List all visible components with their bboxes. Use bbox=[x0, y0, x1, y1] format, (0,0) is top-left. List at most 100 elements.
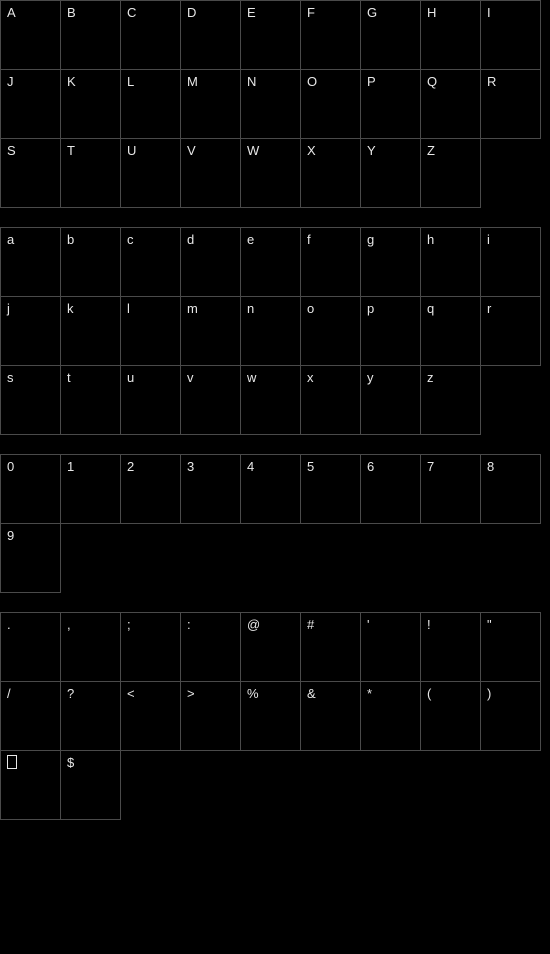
glyph-label: p bbox=[367, 301, 374, 316]
glyph-cell: m bbox=[180, 296, 241, 366]
glyph-label: 3 bbox=[187, 459, 194, 474]
glyph-cell: J bbox=[0, 69, 61, 139]
glyph-label: L bbox=[127, 74, 134, 89]
glyph-cell: O bbox=[300, 69, 361, 139]
glyph-cell: n bbox=[240, 296, 301, 366]
glyph-cell: r bbox=[480, 296, 541, 366]
glyph-cell: 3 bbox=[180, 454, 241, 524]
glyph-label: d bbox=[187, 232, 194, 247]
glyph-label: A bbox=[7, 5, 16, 20]
glyph-cell: T bbox=[60, 138, 121, 208]
glyph-label: ; bbox=[127, 617, 131, 632]
glyph-label: I bbox=[487, 5, 491, 20]
glyph-label: ) bbox=[487, 686, 491, 701]
glyph-cell: 4 bbox=[240, 454, 301, 524]
glyph-cell: x bbox=[300, 365, 361, 435]
glyph-label: # bbox=[307, 617, 314, 632]
glyph-cell: ; bbox=[120, 612, 181, 682]
glyph-cell: . bbox=[0, 612, 61, 682]
glyph-label: y bbox=[367, 370, 374, 385]
glyph-label: s bbox=[7, 370, 14, 385]
section-uppercase: ABCDEFGHIJKLMNOPQRSTUVWXYZ bbox=[0, 0, 541, 207]
glyph-cell: a bbox=[0, 227, 61, 297]
glyph-label: P bbox=[367, 74, 376, 89]
glyph-cell: Q bbox=[420, 69, 481, 139]
glyph-label: R bbox=[487, 74, 496, 89]
glyph-label: F bbox=[307, 5, 315, 20]
glyph-chart: ABCDEFGHIJKLMNOPQRSTUVWXYZabcdefghijklmn… bbox=[0, 0, 550, 819]
glyph-cell: Z bbox=[420, 138, 481, 208]
glyph-cell: ' bbox=[360, 612, 421, 682]
glyph-label: r bbox=[487, 301, 491, 316]
glyph-label: v bbox=[187, 370, 194, 385]
glyph-cell: B bbox=[60, 0, 121, 70]
glyph-cell: 0 bbox=[0, 454, 61, 524]
glyph-label: $ bbox=[67, 755, 74, 770]
glyph-label: N bbox=[247, 74, 256, 89]
glyph-label: q bbox=[427, 301, 434, 316]
glyph-cell: f bbox=[300, 227, 361, 297]
glyph-cell: j bbox=[0, 296, 61, 366]
glyph-cell: C bbox=[120, 0, 181, 70]
glyph-cell: D bbox=[180, 0, 241, 70]
glyph-cell: E bbox=[240, 0, 301, 70]
section-digits: 0123456789 bbox=[0, 454, 541, 592]
glyph-label: > bbox=[187, 686, 195, 701]
glyph-label: 1 bbox=[67, 459, 74, 474]
section-lowercase: abcdefghijklmnopqrstuvwxyz bbox=[0, 227, 541, 434]
glyph-cell: 9 bbox=[0, 523, 61, 593]
glyph-cell: K bbox=[60, 69, 121, 139]
glyph-cell: W bbox=[240, 138, 301, 208]
glyph-cell: & bbox=[300, 681, 361, 751]
glyph-label: h bbox=[427, 232, 434, 247]
glyph-cell: ( bbox=[420, 681, 481, 751]
glyph-label: k bbox=[67, 301, 74, 316]
empty-glyph-icon bbox=[7, 755, 17, 769]
glyph-label: Q bbox=[427, 74, 437, 89]
glyph-cell: t bbox=[60, 365, 121, 435]
glyph-label: " bbox=[487, 617, 492, 632]
glyph-cell: H bbox=[420, 0, 481, 70]
glyph-label: e bbox=[247, 232, 254, 247]
glyph-label: G bbox=[367, 5, 377, 20]
glyph-cell: U bbox=[120, 138, 181, 208]
glyph-label: o bbox=[307, 301, 314, 316]
glyph-cell: % bbox=[240, 681, 301, 751]
glyph-label: X bbox=[307, 143, 316, 158]
glyph-cell: ! bbox=[420, 612, 481, 682]
glyph-label: 5 bbox=[307, 459, 314, 474]
glyph-label: a bbox=[7, 232, 14, 247]
glyph-label: , bbox=[67, 617, 71, 632]
glyph-label: 9 bbox=[7, 528, 14, 543]
glyph-label: 4 bbox=[247, 459, 254, 474]
glyph-cell: v bbox=[180, 365, 241, 435]
glyph-cell: P bbox=[360, 69, 421, 139]
glyph-label: 2 bbox=[127, 459, 134, 474]
glyph-label: / bbox=[7, 686, 11, 701]
glyph-cell: z bbox=[420, 365, 481, 435]
glyph-cell: R bbox=[480, 69, 541, 139]
glyph-cell: e bbox=[240, 227, 301, 297]
glyph-cell: 2 bbox=[120, 454, 181, 524]
glyph-label: ? bbox=[67, 686, 74, 701]
glyph-label: ( bbox=[427, 686, 431, 701]
glyph-label: @ bbox=[247, 617, 260, 632]
glyph-cell: s bbox=[0, 365, 61, 435]
glyph-cell: y bbox=[360, 365, 421, 435]
glyph-label: M bbox=[187, 74, 198, 89]
glyph-label: < bbox=[127, 686, 135, 701]
glyph-cell: V bbox=[180, 138, 241, 208]
glyph-cell: 5 bbox=[300, 454, 361, 524]
glyph-cell: G bbox=[360, 0, 421, 70]
glyph-label: b bbox=[67, 232, 74, 247]
glyph-cell: o bbox=[300, 296, 361, 366]
glyph-label: ' bbox=[367, 617, 369, 632]
glyph-cell: w bbox=[240, 365, 301, 435]
glyph-cell: I bbox=[480, 0, 541, 70]
glyph-label: K bbox=[67, 74, 76, 89]
glyph-label: u bbox=[127, 370, 134, 385]
glyph-cell: L bbox=[120, 69, 181, 139]
glyph-label: D bbox=[187, 5, 196, 20]
glyph-label: V bbox=[187, 143, 196, 158]
glyph-cell: l bbox=[120, 296, 181, 366]
